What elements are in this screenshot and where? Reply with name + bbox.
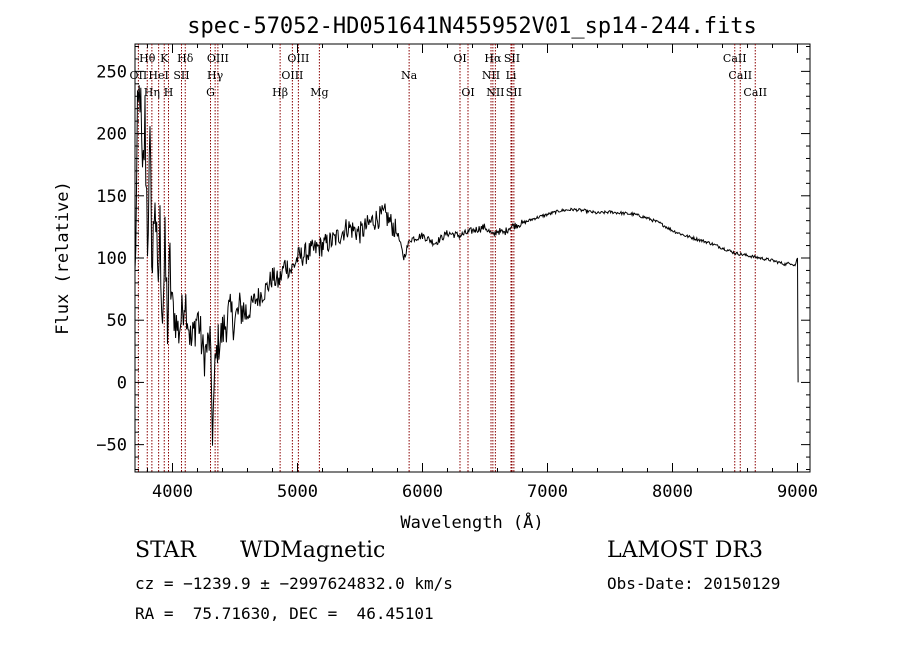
x-tick-label: 4000	[152, 482, 193, 502]
line-marker-label: OI	[453, 52, 466, 65]
x-tick-label: 8000	[652, 482, 693, 502]
y-axis-ticks: −50 0 50 100 150 200 250	[96, 45, 810, 471]
y-tick-label: 100	[96, 249, 127, 269]
line-marker-label: NII	[486, 86, 504, 99]
y-tick-label: 50	[107, 311, 127, 331]
line-marker-label: Mg	[310, 86, 328, 99]
spectral-line-labels: Hθ OII Hη HeI K H SII Hδ G OIII Hγ Hβ OIII OIII Mg Na OI…	[130, 52, 768, 99]
line-marker-label: OIII	[207, 52, 229, 65]
line-marker-label: NII	[482, 69, 500, 82]
line-marker-label: Li	[506, 69, 517, 82]
x-tick-label: 5000	[277, 482, 318, 502]
line-marker-label: OIII	[281, 69, 303, 82]
chart-title: spec-57052-HD051641N455952V01_sp14-244.f…	[187, 14, 757, 39]
coordinates-readout: RA = 75.71630, DEC = 46.45101	[135, 604, 434, 623]
y-tick-label: 250	[96, 62, 127, 82]
line-marker-label: H	[164, 86, 174, 99]
line-marker-label: K	[160, 52, 169, 65]
line-marker-label: OIII	[287, 52, 309, 65]
x-tick-label: 6000	[402, 482, 443, 502]
line-marker-label: G	[206, 86, 215, 99]
y-tick-label: 150	[96, 187, 127, 207]
line-marker-label: Hα	[484, 52, 502, 65]
line-marker-label: CaII	[743, 86, 767, 99]
line-marker-label: SII	[504, 52, 520, 65]
line-marker-label: CaII	[728, 69, 752, 82]
line-marker-label: CaII	[723, 52, 747, 65]
line-marker-label: OI	[461, 86, 474, 99]
line-marker-label: SII	[173, 69, 189, 82]
y-tick-label: −50	[96, 436, 127, 456]
line-marker-label: Hθ	[139, 52, 156, 65]
redshift-readout: cz = −1239.9 ± −2997624832.0 km/s	[135, 574, 453, 593]
spectral-line-markers	[137, 44, 756, 472]
x-tick-label: 9000	[777, 482, 818, 502]
line-marker-label: OII	[130, 69, 148, 82]
line-marker-label: SII	[506, 86, 522, 99]
object-class: STAR	[135, 538, 196, 563]
survey-name: LAMOST DR3	[607, 538, 763, 563]
line-marker-label: HeI	[148, 69, 168, 82]
spectrum-line	[134, 85, 799, 446]
x-axis-label: Wavelength (Å)	[400, 511, 543, 533]
plot-frame	[134, 43, 811, 473]
line-marker-label: Hη	[144, 86, 160, 99]
line-marker-label: Hδ	[177, 52, 194, 65]
object-subclass: WDMagnetic	[240, 538, 386, 563]
line-marker-label: Na	[401, 69, 418, 82]
x-axis-ticks: 4000 5000 6000 7000 8000 9000	[147, 44, 818, 502]
observation-date: Obs-Date: 20150129	[607, 574, 781, 593]
x-tick-label: 7000	[527, 482, 568, 502]
line-marker-label: Hβ	[272, 86, 288, 99]
y-tick-label: 0	[117, 373, 127, 393]
y-tick-label: 200	[96, 125, 127, 145]
line-marker-label: Hγ	[207, 69, 224, 82]
y-axis-label: Flux (relative)	[53, 181, 73, 335]
